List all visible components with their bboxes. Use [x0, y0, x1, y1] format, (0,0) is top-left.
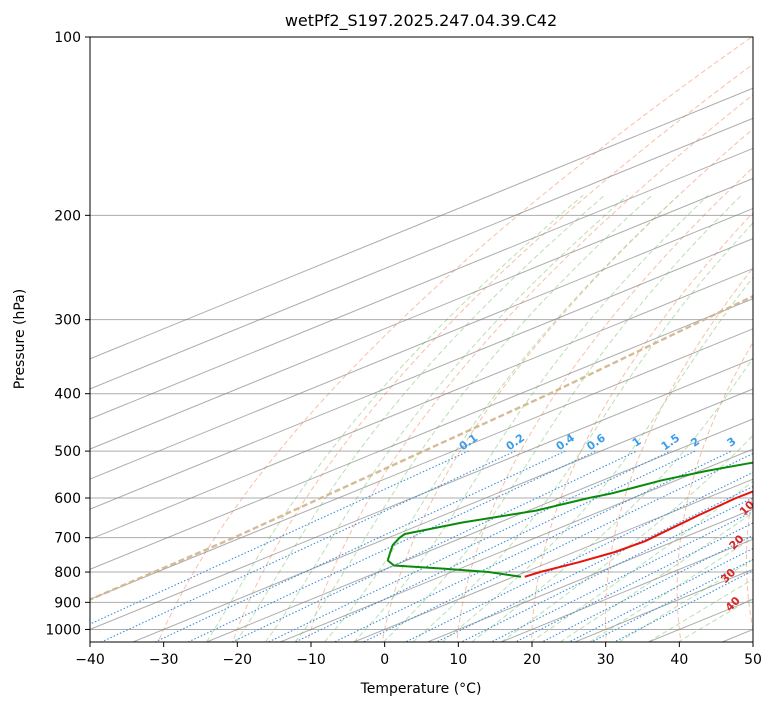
moist-adiabat-line: [649, 195, 775, 642]
isotherm-line: [398, 10, 775, 654]
isotherm-line: [693, 10, 775, 654]
dry-adiabat-line: [304, 37, 775, 654]
y-axis-title: Pressure (hPa): [12, 289, 28, 389]
mixing-ratio-label: 0.4: [554, 431, 578, 453]
isotherm-label: 10: [737, 498, 757, 518]
y-tick-label: 900: [54, 595, 81, 611]
moist-adiabat-line: [324, 195, 678, 642]
isobar-gridlines: [90, 37, 753, 629]
y-tick-label: 200: [54, 208, 81, 224]
temperature-profile-line: [525, 37, 775, 577]
dry-adiabat-line: [229, 37, 775, 654]
y-tick-label: 300: [54, 313, 81, 329]
x-tick-label: −20: [223, 652, 253, 668]
x-tick-label: 40: [670, 652, 688, 668]
mixing-ratio-label: 1: [630, 435, 644, 450]
chart-title: wetPf2_S197.2025.247.04.39.C42: [285, 11, 557, 31]
dry-adiabat-line: [153, 37, 752, 654]
isotherm-line: [30, 10, 775, 654]
isotherm-label: 40: [723, 594, 743, 614]
isotherm-line: [472, 10, 775, 654]
x-tick-label: −30: [149, 652, 179, 668]
moist-adiabat-line: [619, 195, 775, 642]
x-tick-label: −40: [75, 652, 105, 668]
mixing-ratio-label: 2: [688, 435, 702, 450]
x-tick-label: 50: [744, 652, 762, 668]
moist-adiabat-line: [207, 195, 584, 642]
plot-area: 0.10.20.40.611.52346810131620253036-100-…: [0, 10, 775, 654]
y-tick-label: 800: [54, 565, 81, 581]
x-tick-label: 10: [449, 652, 467, 668]
y-tick-label: 1000: [45, 622, 81, 638]
dewpoint-profile-line: [388, 37, 775, 577]
y-tick-label: 700: [54, 531, 81, 547]
isotherm-label: -20: [770, 392, 775, 415]
x-tick-label: 20: [523, 652, 541, 668]
isotherm-label: 30: [718, 566, 738, 586]
y-tick-label: 100: [54, 30, 81, 46]
x-tick-label: 0: [380, 652, 389, 668]
x-axis-ticks: −40 −30 −20 −10 0 10 20 30 40 50: [75, 642, 762, 668]
mixing-ratio-label: 3: [725, 435, 739, 450]
profile-series: [388, 37, 775, 577]
x-tick-label: −10: [296, 652, 326, 668]
y-tick-label: 400: [54, 387, 81, 403]
y-tick-label: 500: [54, 444, 81, 460]
moist-adiabat-line: [383, 195, 741, 642]
mixing-ratio-line: [310, 451, 732, 654]
isotherm-label: 20: [727, 532, 747, 552]
x-tick-label: 30: [597, 652, 615, 668]
dry-adiabat-line: [380, 37, 775, 654]
mixing-ratio-line: [270, 451, 695, 654]
mixing-ratio-label: 1.5: [659, 431, 682, 453]
y-tick-label: 600: [54, 491, 81, 507]
isopleth-labels: 0.10.20.40.611.52346810131620253036-100-…: [457, 49, 775, 614]
isotherm-line: [104, 10, 775, 654]
isotherm-label: 0: [763, 461, 775, 476]
moist-adiabats: [207, 195, 775, 642]
mixing-ratio-line: [492, 451, 775, 654]
x-axis-title: Temperature (°C): [360, 681, 482, 697]
mixing-ratio-label: 0.2: [504, 431, 527, 453]
mixing-ratio-line: [76, 451, 516, 654]
moist-adiabat-line: [236, 195, 605, 642]
mixing-ratio-line: [244, 451, 671, 654]
y-axis-ticks: 100 200 300 400 500 600 700 800 900 1000: [45, 30, 90, 638]
